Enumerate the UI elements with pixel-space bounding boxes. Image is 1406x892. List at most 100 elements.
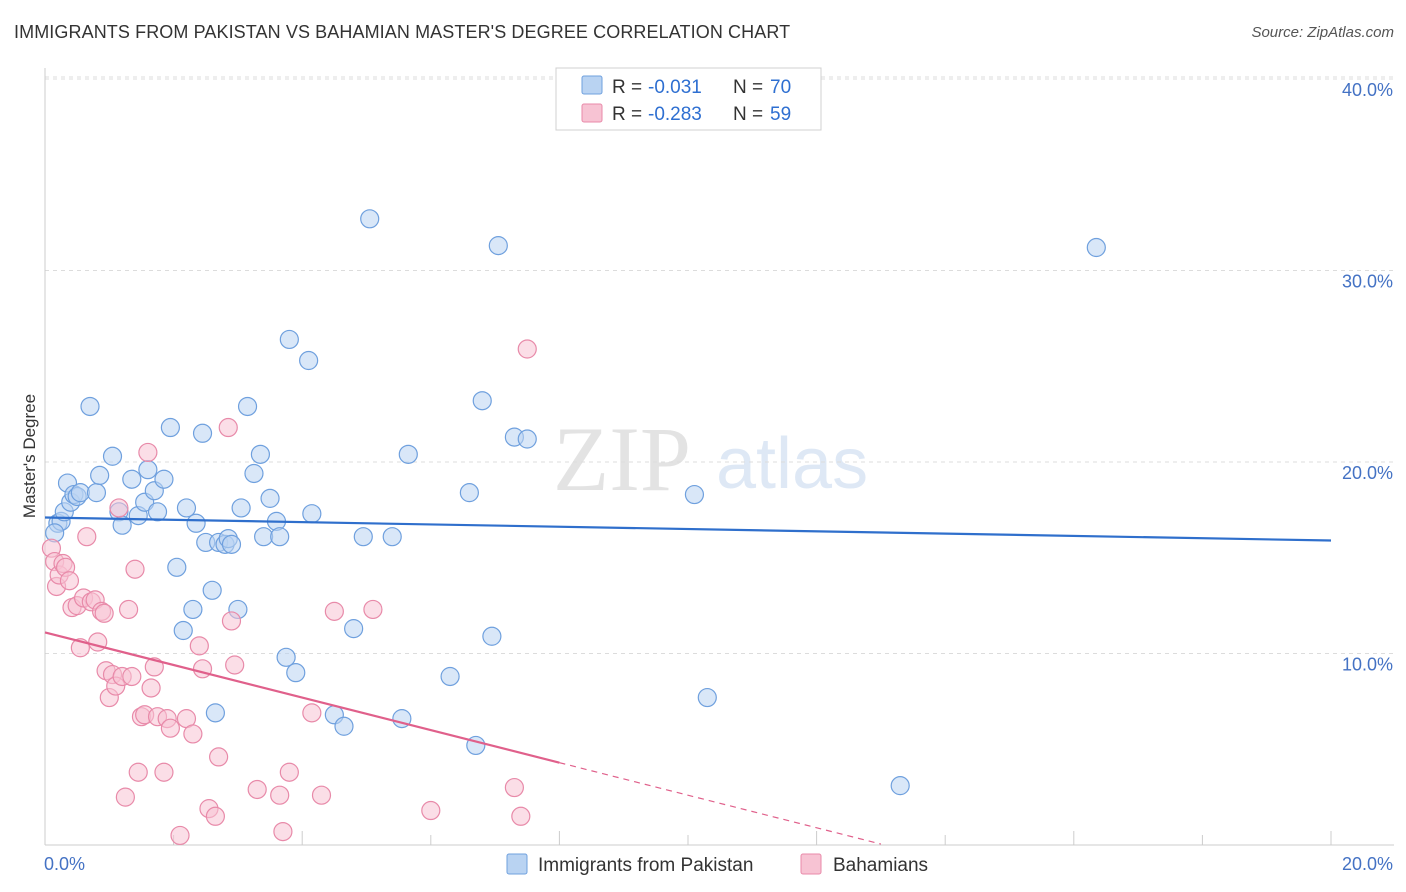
point-pakistan-68	[1086, 237, 1106, 258]
y-tick-label-3: 40.0%	[1342, 80, 1393, 100]
axes	[44, 68, 1394, 846]
x-tick-label-0: 0.0%	[44, 854, 85, 874]
point-bahamians-23	[115, 787, 135, 807]
point-bahamians-27	[128, 762, 148, 782]
point-bahamians-48	[247, 779, 267, 800]
point-pakistan-62	[488, 236, 508, 256]
point-bahamians-43	[205, 806, 225, 826]
legend-n-value-1: 70	[770, 77, 791, 98]
point-bahamians-24	[118, 599, 139, 620]
legend-swatch-pakistan	[581, 75, 603, 95]
point-bahamians-53	[311, 785, 332, 805]
point-pakistan-58	[459, 483, 479, 503]
point-pakistan-22	[167, 557, 187, 577]
point-pakistan-14	[122, 469, 142, 489]
point-pakistan-45	[276, 647, 296, 667]
series-legend-label-bahamians: Bahamians	[833, 855, 928, 876]
point-bahamians-31	[141, 678, 161, 698]
legend-n-label-1: N =	[733, 77, 763, 98]
point-bahamians-57	[504, 777, 524, 798]
y-tick-label-0: 10.0%	[1342, 655, 1393, 675]
point-pakistan-52	[353, 527, 373, 547]
point-pakistan-57	[440, 666, 460, 687]
watermark-atlas: atlas	[716, 424, 868, 504]
point-pakistan-17	[138, 460, 158, 480]
point-pakistan-30	[205, 703, 225, 723]
point-bahamians-46	[221, 611, 242, 631]
point-pakistan-23	[173, 620, 193, 641]
point-bahamians-41	[192, 659, 213, 679]
point-pakistan-38	[244, 463, 264, 484]
point-bahamians-16	[94, 603, 114, 623]
point-pakistan-67	[890, 776, 910, 796]
point-pakistan-7	[70, 483, 90, 503]
y-tick-label-1: 20.0%	[1342, 463, 1393, 483]
point-bahamians-26	[125, 559, 145, 579]
point-pakistan-41	[260, 488, 280, 508]
x-tick-labels: 0.0% 20.0%	[44, 854, 1393, 874]
point-pakistan-64	[517, 429, 537, 449]
point-pakistan-11	[102, 446, 123, 466]
y-tick-label-2: 30.0%	[1342, 272, 1393, 292]
point-pakistan-20	[154, 469, 174, 489]
point-pakistan-51	[344, 619, 364, 639]
legend-r-value-2: -0.283	[648, 104, 702, 125]
point-bahamians-55	[363, 599, 383, 620]
point-bahamians-30	[138, 442, 158, 463]
point-bahamians-39	[183, 724, 203, 744]
point-bahamians-56	[421, 800, 441, 821]
point-bahamians-34	[154, 762, 174, 782]
gridlines	[45, 76, 1394, 654]
point-pakistan-26	[186, 513, 206, 533]
point-bahamians-58	[511, 806, 531, 826]
point-pakistan-24	[176, 498, 197, 518]
legend-n-value-2: 59	[770, 104, 791, 125]
point-bahamians-49	[270, 785, 290, 805]
point-pakistan-44	[279, 329, 299, 350]
point-bahamians-51	[279, 762, 299, 782]
point-pakistan-34	[221, 534, 242, 554]
stats-legend: R = -0.031 N = 70 R = -0.283 N = 59	[555, 67, 822, 131]
point-bahamians-6	[59, 571, 80, 591]
point-pakistan-50	[334, 716, 354, 736]
point-bahamians-52	[302, 703, 322, 723]
point-bahamians-54	[324, 601, 344, 621]
point-pakistan-60	[472, 391, 492, 411]
trend-line-pakistan	[44, 516, 1332, 542]
point-pakistan-47	[299, 350, 319, 371]
point-bahamians-59	[517, 339, 537, 359]
point-pakistan-65	[684, 484, 705, 505]
trend-line-extension-bahamians	[559, 762, 882, 845]
y-tick-labels: 10.0% 20.0% 30.0% 40.0%	[1342, 80, 1393, 675]
point-bahamians-45	[218, 417, 238, 438]
data-points	[41, 209, 1106, 846]
point-pakistan-43	[270, 527, 290, 547]
series-legend-label-pakistan: Immigrants from Pakistan	[538, 855, 753, 876]
point-pakistan-37	[237, 396, 258, 417]
source-label: Source: ZipAtlas.com	[1251, 24, 1394, 41]
point-pakistan-27	[192, 423, 213, 443]
point-bahamians-36	[160, 718, 180, 738]
point-pakistan-9	[86, 483, 107, 503]
series-legend-swatch-bahamians	[800, 853, 822, 875]
point-bahamians-40	[189, 636, 209, 656]
legend-r-label-2: R =	[612, 104, 642, 125]
point-pakistan-48	[302, 504, 322, 524]
point-pakistan-53	[360, 209, 380, 229]
point-bahamians-25	[122, 666, 142, 687]
trend-lines	[44, 516, 1332, 845]
point-pakistan-66	[697, 687, 717, 708]
point-bahamians-21	[109, 498, 129, 518]
y-axis-title: Master's Degree	[20, 394, 39, 518]
point-bahamians-50	[273, 821, 293, 842]
point-bahamians-47	[225, 655, 245, 675]
trend-line-bahamians	[44, 631, 560, 764]
legend-swatch-bahamians	[581, 103, 603, 123]
point-bahamians-32	[144, 657, 164, 677]
point-pakistan-25	[183, 599, 203, 620]
point-pakistan-46	[286, 663, 306, 683]
point-pakistan-61	[482, 626, 502, 646]
point-pakistan-10	[90, 465, 110, 486]
point-pakistan-54	[382, 527, 402, 547]
